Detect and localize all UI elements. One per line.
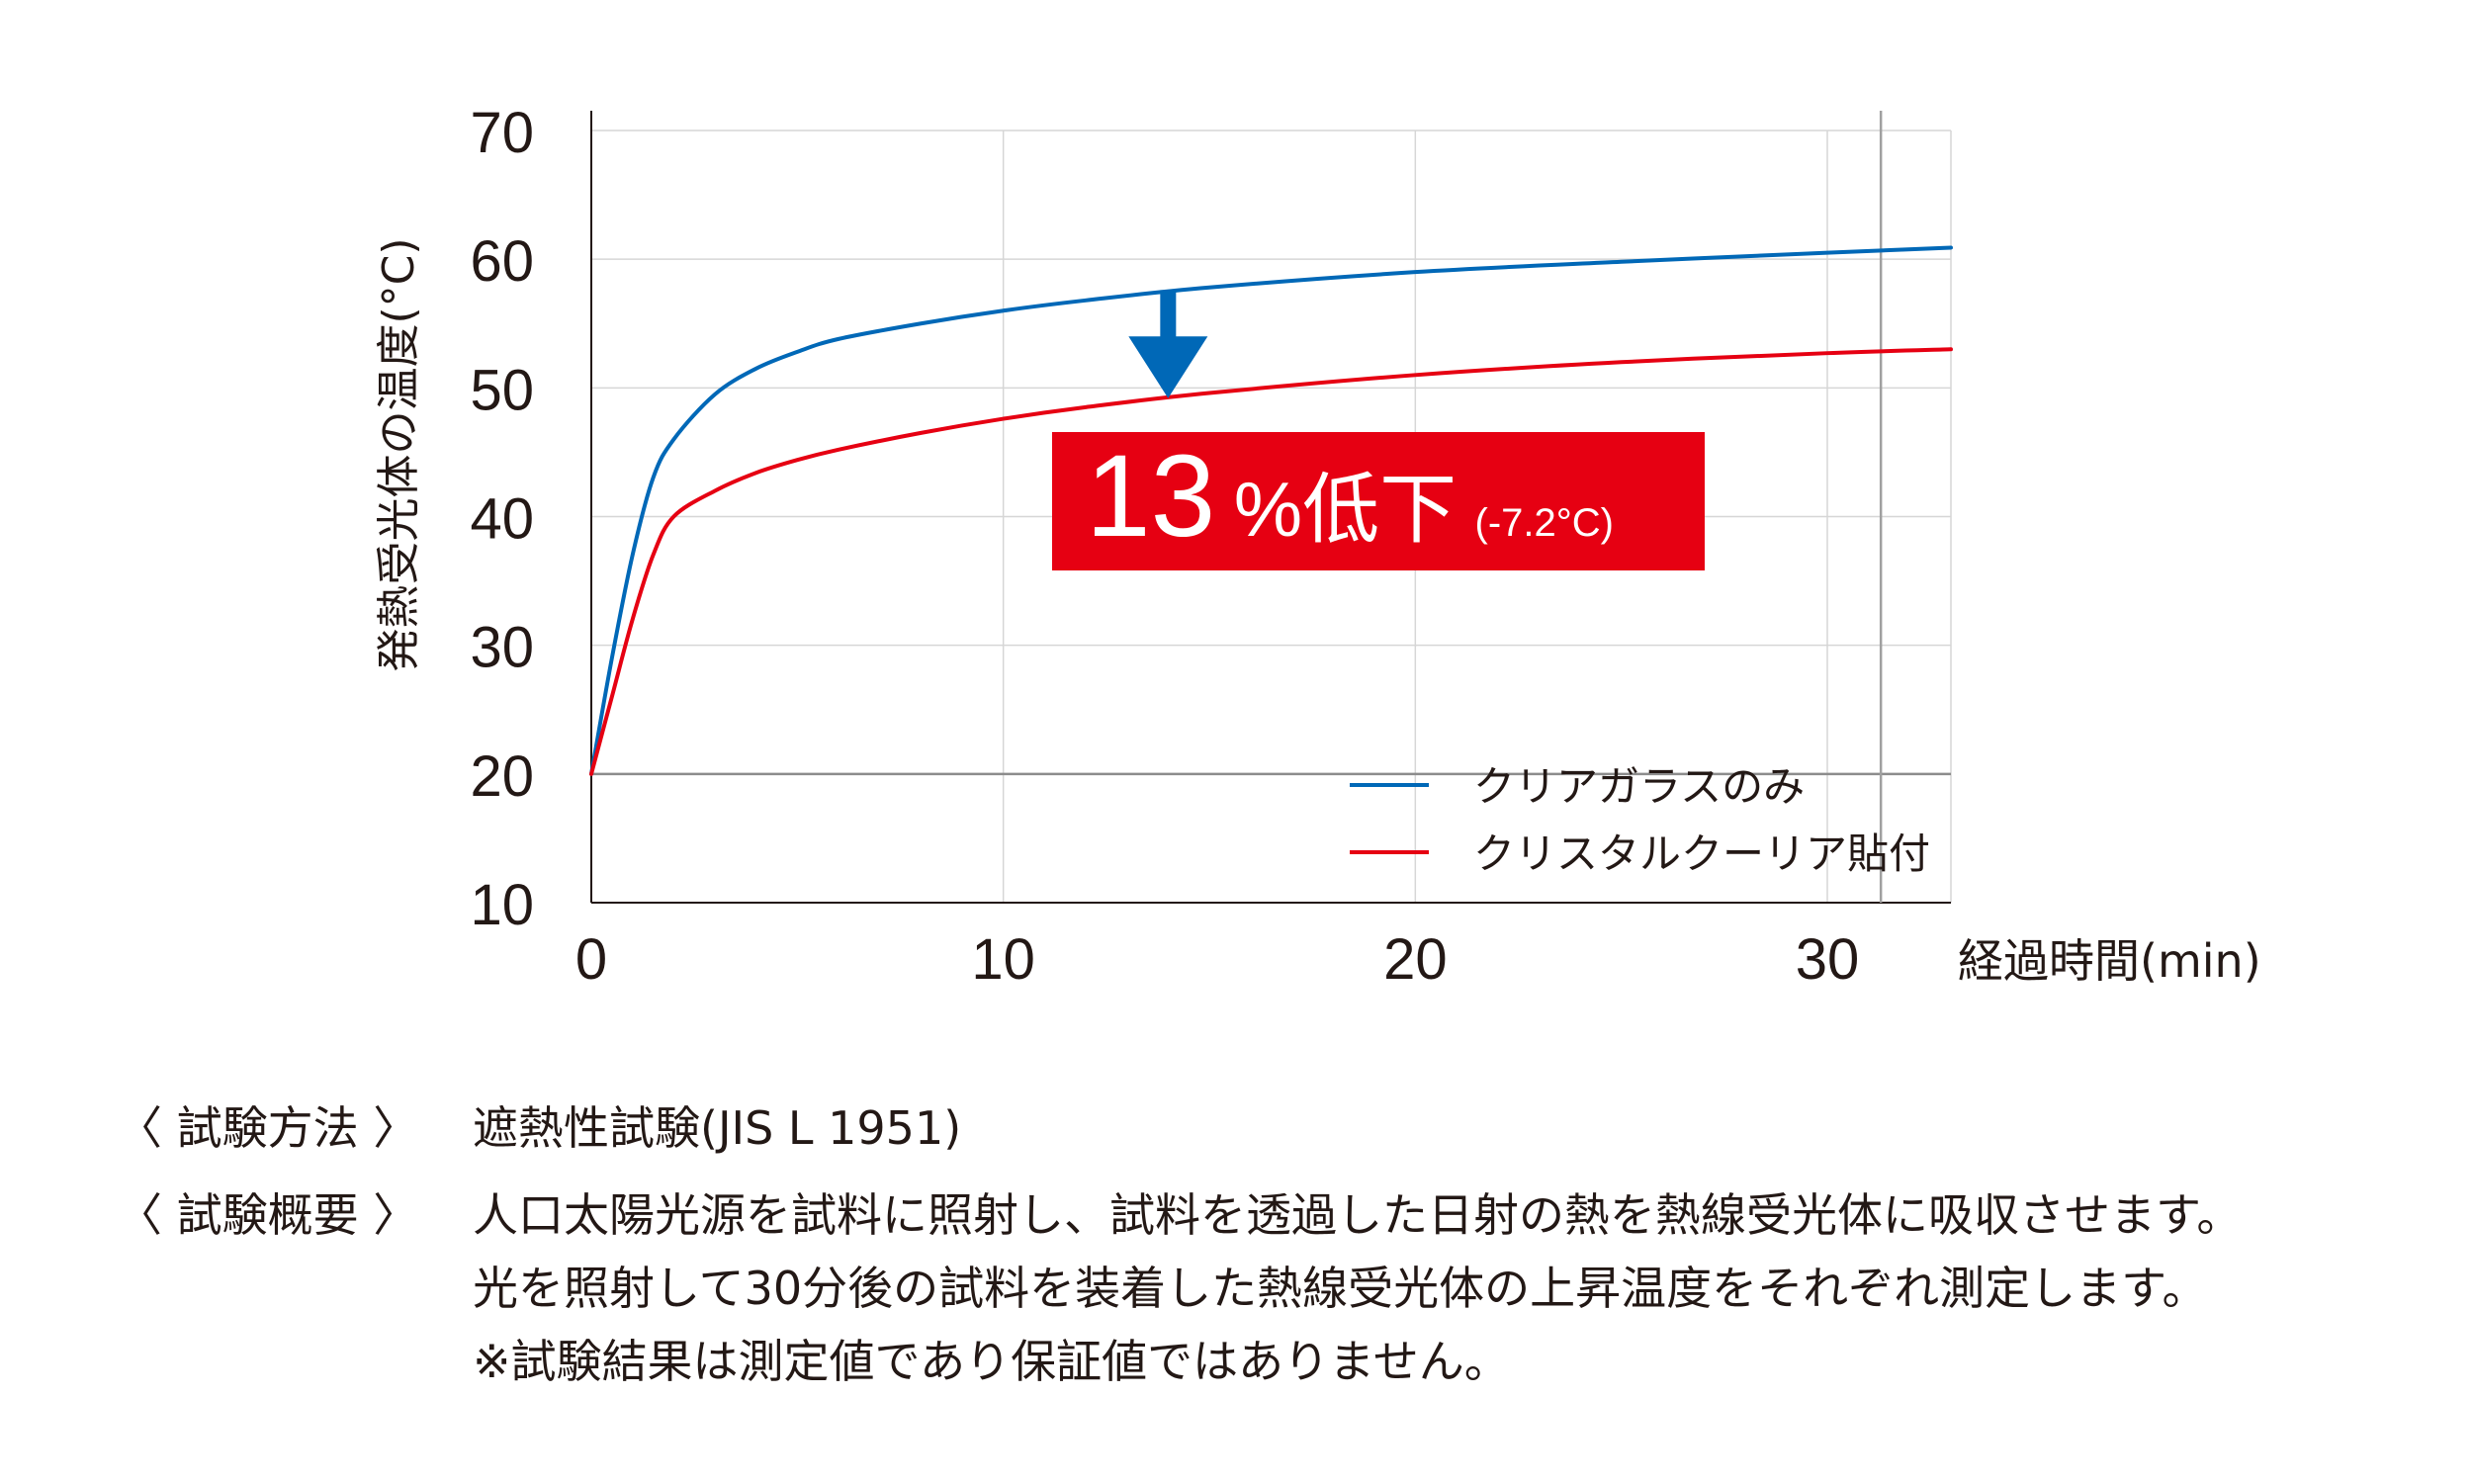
y-tick-20: 20	[470, 744, 534, 809]
series-line-0	[589, 245, 1953, 776]
y-tick-30: 30	[470, 616, 534, 680]
annotation-sub: (-7.2°C)	[1475, 501, 1614, 545]
y-tick-40: 40	[470, 487, 534, 552]
arrow-shaft	[1160, 290, 1177, 343]
arrow-head	[1128, 336, 1208, 398]
series-line-1	[589, 347, 1953, 776]
note-method-label: 〈 試験方法 〉	[117, 1101, 419, 1155]
annotation-text: 13 %低下 (-7.2°C)	[1086, 431, 1614, 562]
annotation-box	[1052, 432, 1705, 570]
x-tick-20: 20	[1383, 927, 1448, 992]
axes	[590, 111, 1951, 904]
x-tick-10: 10	[971, 927, 1035, 992]
x-tick-30: 30	[1796, 927, 1860, 992]
tick-labels: 10 20 30 40 50 60 70 0 10 20 30	[470, 101, 1859, 992]
temperature-chart: 10 20 30 40 50 60 70 0 10 20 30 13 %低下 (-7.2°C) クリ…	[374, 101, 2261, 992]
y-tick-10: 10	[470, 873, 534, 937]
annotation-unit: %低下	[1234, 466, 1457, 553]
y-tick-50: 50	[470, 358, 534, 422]
series-lines	[589, 245, 1953, 776]
reduction-annotation: 13 %低下 (-7.2°C)	[1052, 290, 1705, 570]
annotation-main: 13	[1086, 431, 1215, 562]
legend-label-crystal-coolia: クリスタルクーリア貼付	[1473, 829, 1930, 878]
x-tick-0: 0	[575, 927, 607, 992]
y-axis-label: 発熱受光体の温度(°C)	[374, 237, 424, 671]
note-overview-line-3: ※試験結果は測定値であり保証値ではありません。	[473, 1335, 1510, 1388]
note-overview-label: 〈 試験概要 〉	[117, 1188, 419, 1242]
x-axis-label: 経過時間(min)	[1958, 934, 2261, 988]
y-tick-70: 70	[470, 101, 534, 165]
legend: クリアガラスのみ クリスタルクーリア貼付	[1350, 762, 1930, 878]
note-method-text: 遮熱性試験(JIS L 1951)	[473, 1101, 962, 1155]
note-overview-line-2: 光を照射して30分後の試料を装着した熱線受光体の上昇温度をそれぞれ測定します。	[473, 1262, 2208, 1315]
legend-label-clear-glass: クリアガラスのみ	[1473, 762, 1805, 811]
note-overview-line-1: 人口太陽光源を試料に照射し、試料を透過した日射の熱を熱線受光体に吸収させます。	[473, 1188, 2243, 1242]
y-tick-60: 60	[470, 229, 534, 294]
